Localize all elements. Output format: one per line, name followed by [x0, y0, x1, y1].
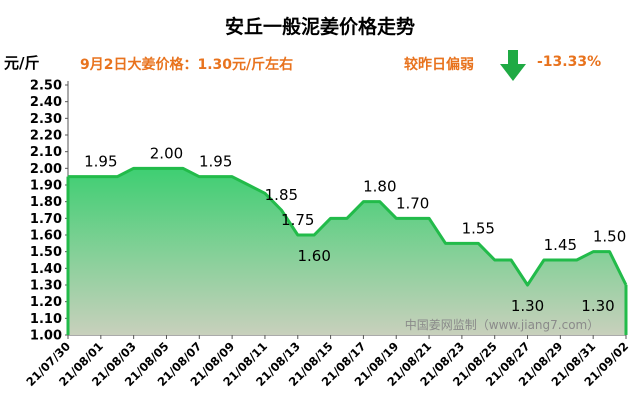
price-area: [68, 168, 626, 335]
y-tick-label: 2.10: [30, 145, 62, 160]
data-label: 1.45: [544, 236, 577, 254]
y-tick-label: 1.60: [30, 229, 62, 244]
data-label: 1.80: [363, 178, 396, 196]
data-label: 1.85: [265, 186, 298, 204]
compare-label: 较昨日偏弱: [404, 57, 474, 73]
y-tick-label: 2.30: [30, 112, 62, 127]
data-label: 1.30: [581, 297, 614, 315]
y-tick-label: 2.20: [30, 129, 62, 144]
compare-value: -13.33%: [537, 54, 602, 70]
data-label: 1.95: [84, 153, 117, 171]
y-tick-label: 2.40: [30, 95, 62, 110]
y-tick-label: 1.20: [30, 295, 62, 310]
data-label: 1.75: [281, 211, 314, 229]
y-tick-label: 2.50: [30, 79, 62, 94]
watermark: 中国姜网监制（www.jiang7.com）: [405, 317, 599, 332]
y-tick-label: 1.80: [30, 195, 62, 210]
down-arrow-icon: [500, 50, 526, 81]
y-tick-label: 1.90: [30, 179, 62, 194]
y-tick-label: 1.00: [30, 329, 62, 344]
data-label: 1.55: [462, 219, 495, 237]
data-label: 1.95: [199, 153, 232, 171]
data-label: 1.50: [593, 228, 626, 246]
y-tick-label: 1.10: [30, 312, 62, 327]
y-tick-label: 2.00: [30, 162, 62, 177]
data-label: 1.60: [297, 247, 330, 265]
y-axis-unit: 元/斤: [4, 54, 40, 72]
y-tick-label: 1.50: [30, 245, 62, 260]
y-tick-label: 1.70: [30, 212, 62, 227]
price-note: 9月2日大姜价格：1.30元/斤左右: [80, 57, 294, 73]
chart-title: 安丘一般泥姜价格走势: [224, 16, 415, 38]
y-tick-label: 1.40: [30, 262, 62, 277]
price-line: [68, 166, 628, 287]
data-label: 2.00: [150, 144, 183, 162]
data-label: 1.70: [396, 194, 429, 212]
data-label: 1.30: [511, 297, 544, 315]
y-tick-label: 1.30: [30, 279, 62, 294]
